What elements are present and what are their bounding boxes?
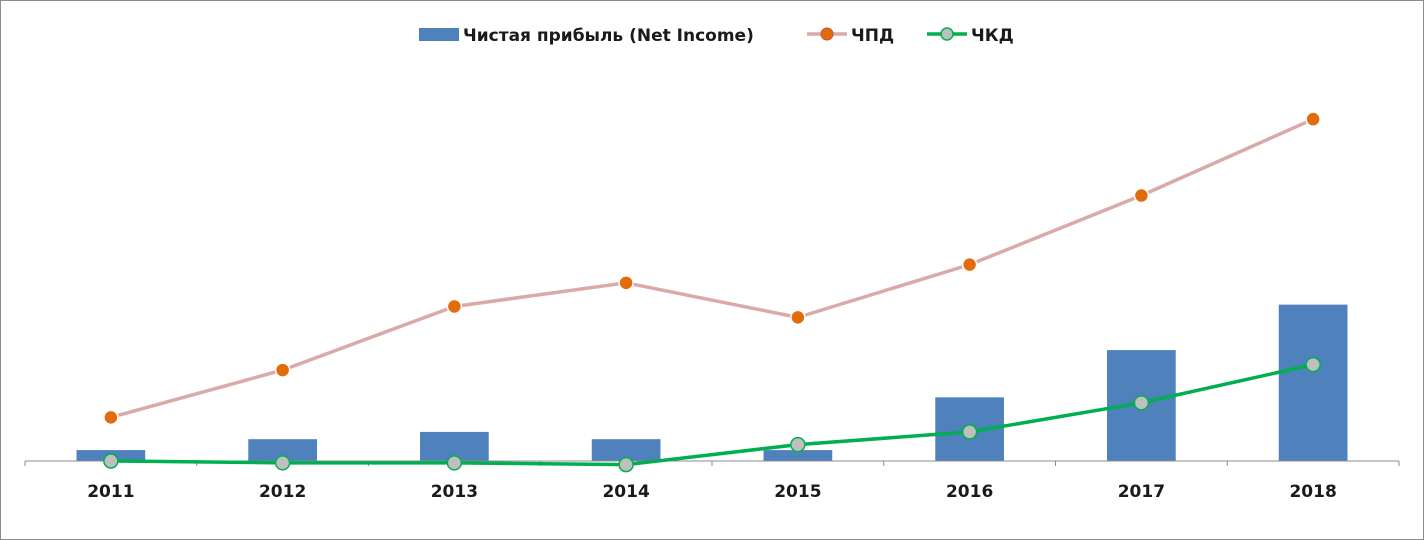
legend-swatch-net-income: [419, 28, 459, 41]
x-tick-label-2015: 2015: [774, 482, 821, 502]
point-chkd-2018: [1305, 356, 1321, 373]
point-chpd-2018: [1305, 111, 1321, 127]
point-chpd-2011: [103, 409, 119, 426]
point-chkd-2016: [961, 424, 978, 440]
point-chkd-2015: [790, 436, 806, 453]
x-tick-label-2012: 2012: [259, 482, 306, 502]
legend-marker-chkd: [940, 27, 954, 41]
x-tick-label-2011: 2011: [87, 482, 134, 502]
legend-marker-chpd: [820, 27, 834, 41]
point-chkd-2011: [103, 453, 119, 469]
line-chpd: [110, 117, 1314, 420]
x-tick-label-2018: 2018: [1289, 482, 1336, 502]
point-chpd-2012: [274, 362, 291, 378]
plot-area: 2011 2012 2013 2014 2015 2016 2017 2018: [24, 111, 1400, 502]
point-chpd-2017: [1133, 187, 1150, 204]
point-chkd-2012: [274, 455, 291, 471]
x-tick-label-2017: 2017: [1118, 482, 1165, 502]
x-tick-label-2013: 2013: [431, 482, 478, 502]
bar-net-income-2012: [248, 439, 317, 461]
point-chkd-2013: [446, 455, 463, 471]
bar-net-income-2014: [591, 439, 661, 461]
point-chkd-2014: [618, 456, 634, 473]
point-chkd-2017: [1133, 395, 1150, 411]
x-tick-label-2014: 2014: [602, 482, 649, 502]
line-chkd: [110, 362, 1314, 467]
point-chpd-2013: [446, 298, 463, 315]
legend: Чистая прибыль (Net Income) ЧПД ЧКД: [419, 26, 1014, 46]
x-tick-label-2016: 2016: [946, 482, 993, 502]
legend-label-chpd: ЧПД: [851, 26, 894, 46]
point-chpd-2016: [961, 256, 978, 273]
bar-net-income-2015: [763, 450, 833, 461]
bar-net-income-2018: [1278, 304, 1348, 461]
legend-label-chkd: ЧКД: [971, 26, 1014, 46]
legend-label-net-income: Чистая прибыль (Net Income): [463, 26, 754, 46]
point-chpd-2015: [790, 309, 806, 326]
point-chpd-2014: [618, 275, 634, 291]
